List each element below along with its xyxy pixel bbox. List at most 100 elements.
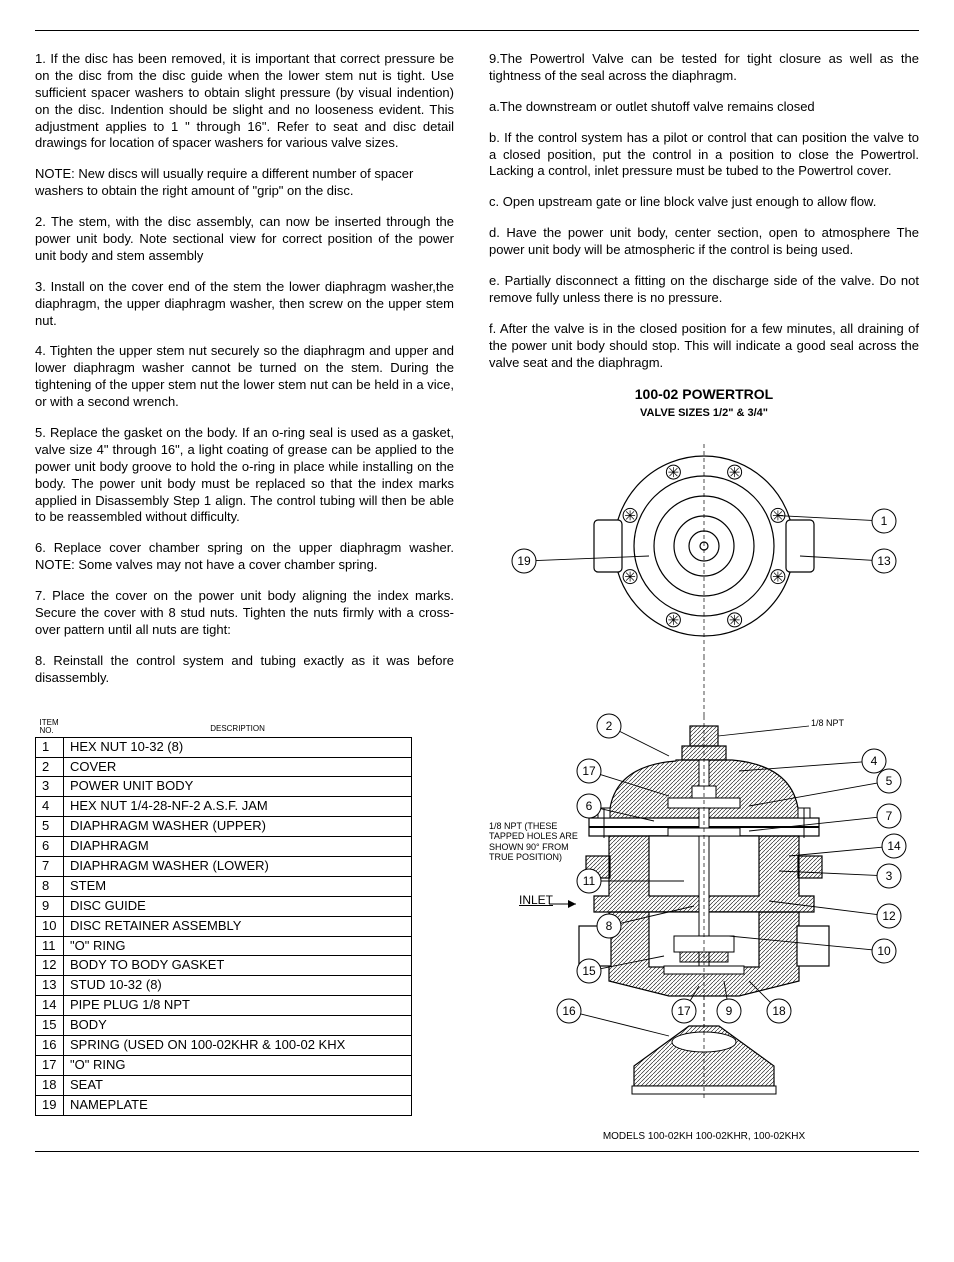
svg-text:17: 17 [582, 764, 596, 778]
body-paragraph: 2. The stem, with the disc assembly, can… [35, 214, 454, 265]
svg-text:15: 15 [582, 964, 596, 978]
description-cell: SEAT [64, 1075, 412, 1095]
body-paragraph: 7. Place the cover on the power unit bod… [35, 588, 454, 639]
item-no-cell: 12 [36, 956, 64, 976]
item-no-cell: 18 [36, 1075, 64, 1095]
item-no-cell: 7 [36, 856, 64, 876]
svg-text:3: 3 [886, 869, 893, 883]
body-paragraph: b. If the control system has a pilot or … [489, 130, 919, 181]
item-no-cell: 16 [36, 1035, 64, 1055]
table-row: 18SEAT [36, 1075, 412, 1095]
table-row: 19NAMEPLATE [36, 1095, 412, 1115]
table-row: 1HEX NUT 10-32 (8) [36, 737, 412, 757]
body-paragraph: c. Open upstream gate or line block valv… [489, 194, 919, 211]
description-cell: SPRING (USED ON 100-02KHR & 100-02 KHX [64, 1035, 412, 1055]
svg-text:13: 13 [877, 554, 891, 568]
description-cell: DISC RETAINER ASSEMBLY [64, 916, 412, 936]
drawing-label: 1/8 NPT (THESETAPPED HOLES ARESHOWN 90° … [489, 821, 578, 862]
description-cell: NAMEPLATE [64, 1095, 412, 1115]
parts-table: ITEMNO.DESCRIPTION1HEX NUT 10-32 (8)2COV… [35, 717, 412, 1116]
body-paragraph: e. Partially disconnect a fitting on the… [489, 273, 919, 307]
table-row: 9DISC GUIDE [36, 896, 412, 916]
technical-drawing: 11319234567891011121415161718171/8 NPT1/… [489, 426, 919, 1126]
description-cell: "O" RING [64, 1055, 412, 1075]
table-row: 7DIAPHRAGM WASHER (LOWER) [36, 856, 412, 876]
description-cell: HEX NUT 10-32 (8) [64, 737, 412, 757]
item-no-cell: 8 [36, 876, 64, 896]
bottom-rule [35, 1151, 919, 1152]
svg-text:11: 11 [583, 874, 596, 888]
item-no-cell: 5 [36, 817, 64, 837]
description-cell: STUD 10-32 (8) [64, 976, 412, 996]
item-no-cell: 4 [36, 797, 64, 817]
table-header: DESCRIPTION [64, 717, 412, 738]
table-row: 4HEX NUT 1/4-28-NF-2 A.S.F. JAM [36, 797, 412, 817]
body-paragraph: 3. Install on the cover end of the stem … [35, 279, 454, 330]
svg-text:4: 4 [871, 754, 878, 768]
table-row: 5DIAPHRAGM WASHER (UPPER) [36, 817, 412, 837]
table-row: 15BODY [36, 1016, 412, 1036]
description-cell: BODY [64, 1016, 412, 1036]
svg-text:5: 5 [886, 774, 893, 788]
svg-text:2: 2 [606, 719, 613, 733]
two-column-layout: 1. If the disc has been removed, it is i… [35, 51, 919, 1143]
models-caption: MODELS 100-02KH 100-02KHR, 100-02KHX [489, 1130, 919, 1143]
item-no-cell: 3 [36, 777, 64, 797]
left-column: 1. If the disc has been removed, it is i… [35, 51, 454, 1143]
table-row: 6DIAPHRAGM [36, 837, 412, 857]
item-no-cell: 13 [36, 976, 64, 996]
table-header: ITEMNO. [36, 717, 64, 738]
body-paragraph: a.The downstream or outlet shutoff valve… [489, 99, 919, 116]
body-paragraph: f. After the valve is in the closed posi… [489, 321, 919, 372]
svg-text:12: 12 [882, 909, 896, 923]
svg-text:19: 19 [517, 554, 531, 568]
drawing-label: 1/8 NPT [811, 718, 844, 728]
drawing-label: INLET [519, 894, 553, 908]
svg-text:6: 6 [586, 799, 593, 813]
table-row: 2COVER [36, 757, 412, 777]
table-row: 17"O" RING [36, 1055, 412, 1075]
item-no-cell: 15 [36, 1016, 64, 1036]
body-paragraph: 8. Reinstall the control system and tubi… [35, 653, 454, 687]
item-no-cell: 9 [36, 896, 64, 916]
description-cell: COVER [64, 757, 412, 777]
body-paragraph: 5. Replace the gasket on the body. If an… [35, 425, 454, 526]
svg-text:7: 7 [886, 809, 893, 823]
figure-area: 100-02 POWERTROLVALVE SIZES 1/2" & 3/4"1… [489, 385, 919, 1142]
table-row: 16SPRING (USED ON 100-02KHR & 100-02 KHX [36, 1035, 412, 1055]
right-column: 9.The Powertrol Valve can be tested for … [489, 51, 919, 1143]
table-row: 13STUD 10-32 (8) [36, 976, 412, 996]
item-no-cell: 6 [36, 837, 64, 857]
body-paragraph: 6. Replace cover chamber spring on the u… [35, 540, 454, 574]
table-row: 8STEM [36, 876, 412, 896]
description-cell: DIAPHRAGM WASHER (LOWER) [64, 856, 412, 876]
description-cell: DIAPHRAGM [64, 837, 412, 857]
svg-text:9: 9 [726, 1004, 733, 1018]
description-cell: DIAPHRAGM WASHER (UPPER) [64, 817, 412, 837]
svg-text:18: 18 [772, 1004, 786, 1018]
table-row: 3POWER UNIT BODY [36, 777, 412, 797]
item-no-cell: 2 [36, 757, 64, 777]
top-rule [35, 30, 919, 31]
description-cell: POWER UNIT BODY [64, 777, 412, 797]
svg-text:8: 8 [606, 919, 613, 933]
table-row: 12BODY TO BODY GASKET [36, 956, 412, 976]
item-no-cell: 10 [36, 916, 64, 936]
figure-title: 100-02 POWERTROL [489, 385, 919, 403]
description-cell: PIPE PLUG 1/8 NPT [64, 996, 412, 1016]
item-no-cell: 17 [36, 1055, 64, 1075]
description-cell: HEX NUT 1/4-28-NF-2 A.S.F. JAM [64, 797, 412, 817]
body-paragraph: 9.The Powertrol Valve can be tested for … [489, 51, 919, 85]
description-cell: STEM [64, 876, 412, 896]
table-row: 10DISC RETAINER ASSEMBLY [36, 916, 412, 936]
body-paragraph: NOTE: New discs will usually require a d… [35, 166, 454, 200]
item-no-cell: 11 [36, 936, 64, 956]
svg-text:1: 1 [881, 514, 888, 528]
body-paragraph: d. Have the power unit body, center sect… [489, 225, 919, 259]
table-row: 14PIPE PLUG 1/8 NPT [36, 996, 412, 1016]
svg-text:14: 14 [887, 839, 901, 853]
svg-text:10: 10 [877, 944, 891, 958]
description-cell: BODY TO BODY GASKET [64, 956, 412, 976]
description-cell: "O" RING [64, 936, 412, 956]
svg-text:17: 17 [677, 1004, 691, 1018]
